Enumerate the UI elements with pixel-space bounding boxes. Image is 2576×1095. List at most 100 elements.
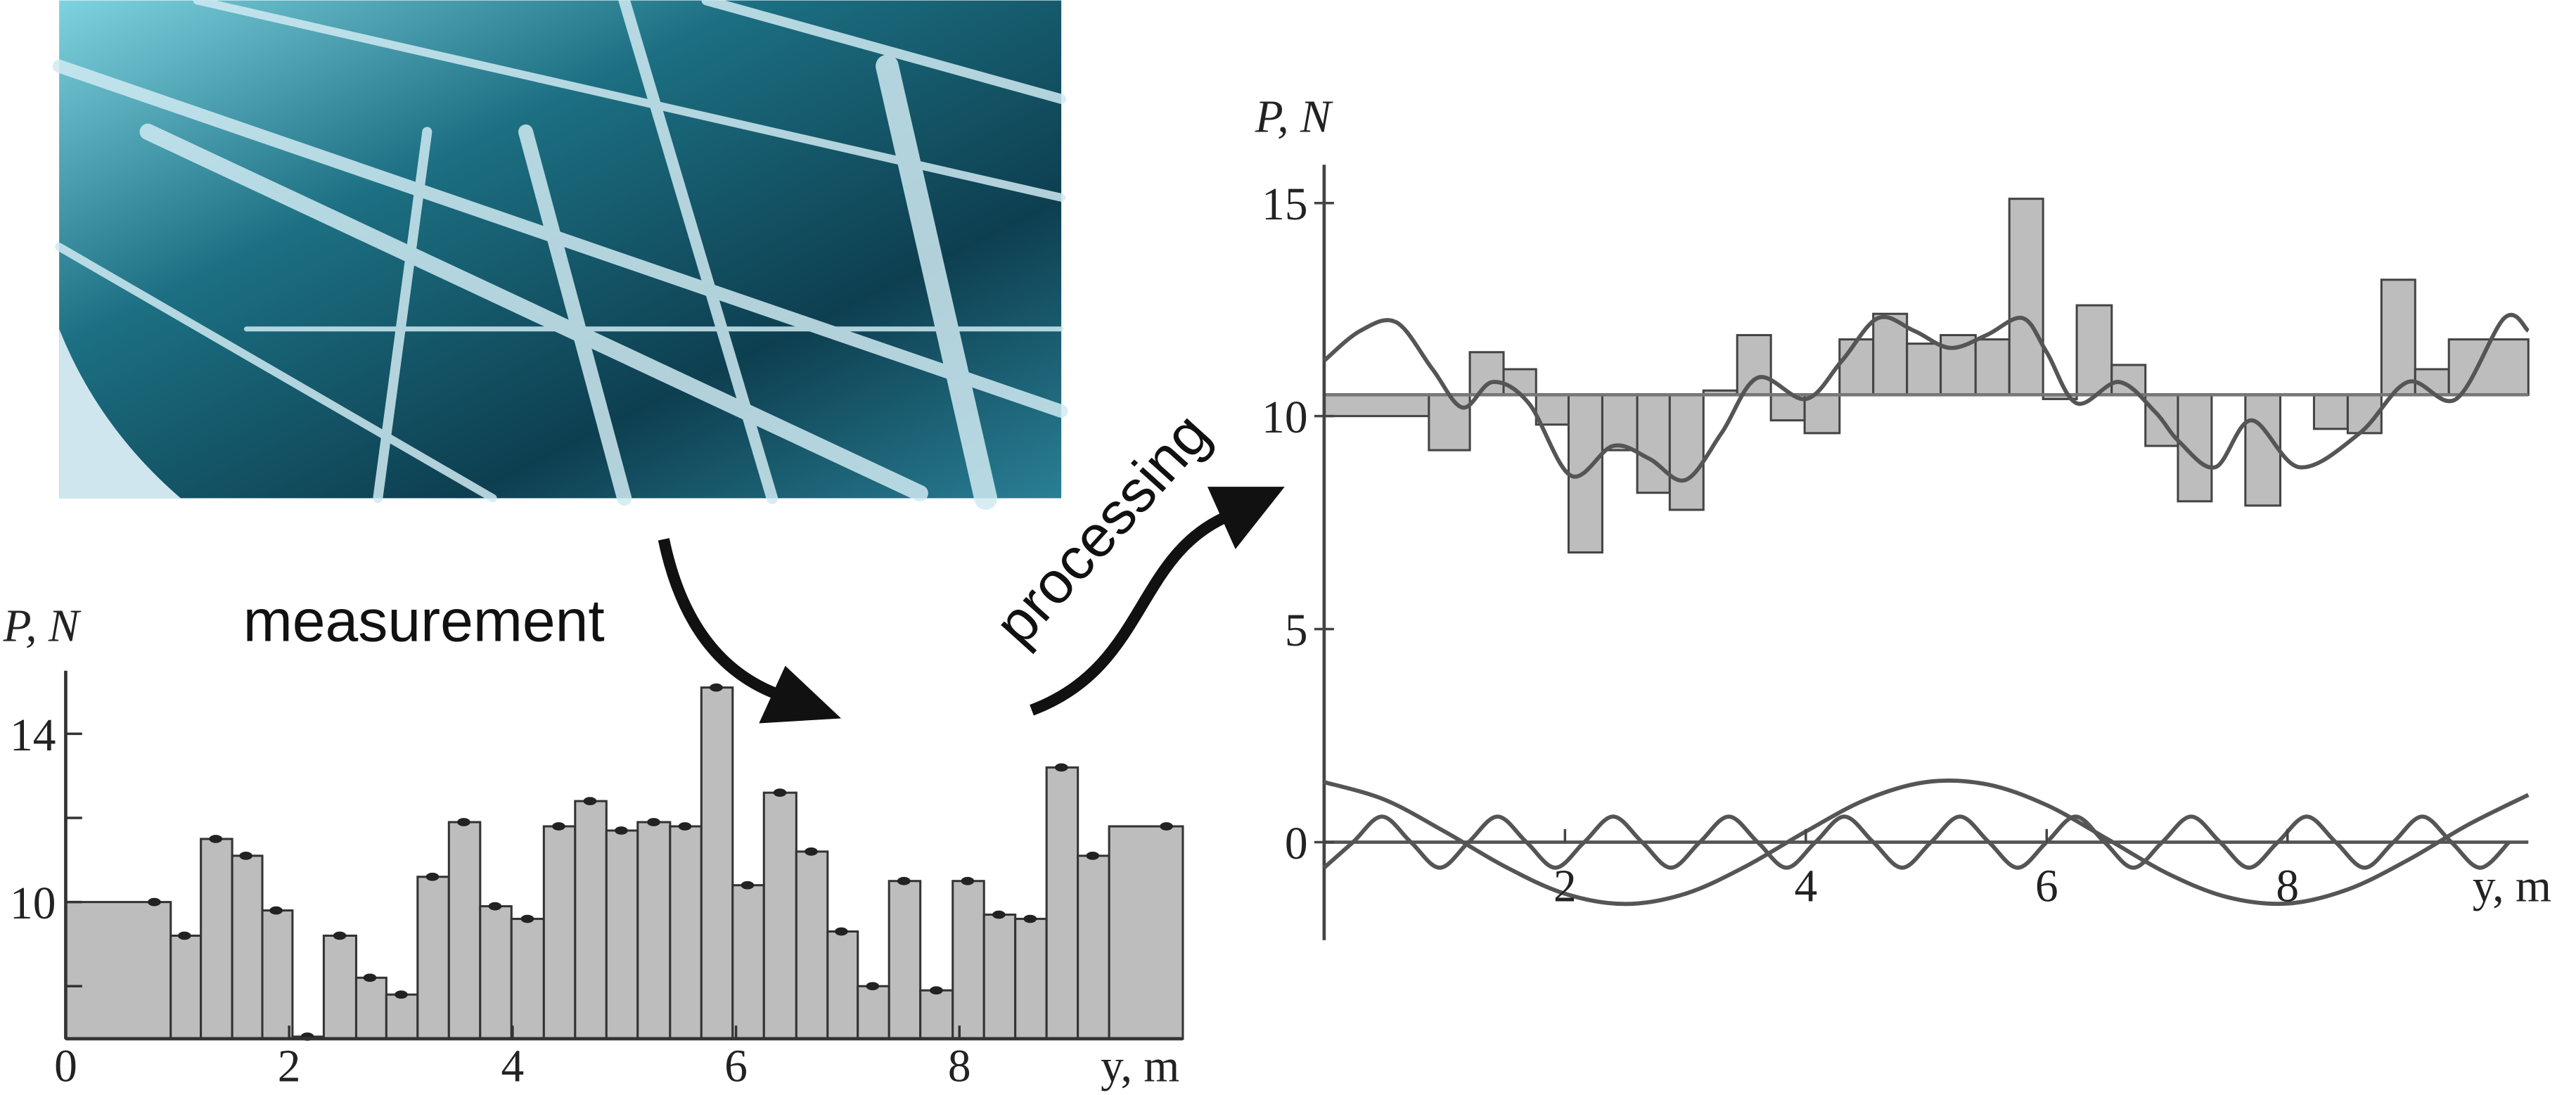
bar: [1428, 393, 1471, 452]
x-tick-label: 8: [2276, 862, 2299, 912]
curve: [1322, 814, 2511, 870]
photo-corner: [59, 328, 181, 499]
bar: [1668, 393, 1705, 511]
step-dot: [1023, 914, 1037, 923]
step-dot: [897, 876, 911, 885]
bar: [354, 976, 387, 1040]
bar: [919, 989, 954, 1040]
x-tick-label: 4: [1794, 862, 1817, 912]
bar: [826, 930, 859, 1040]
step-dot: [961, 876, 975, 885]
bar: [669, 825, 703, 1040]
step-dot: [678, 822, 692, 831]
y-tick-label: 5: [1285, 606, 1308, 656]
bar: [887, 880, 922, 1040]
bar: [700, 686, 734, 1040]
bar: [1045, 766, 1079, 1040]
bar: [2008, 198, 2044, 396]
step-dot: [1054, 763, 1068, 772]
ice-photo: [52, 0, 1068, 510]
step-dot: [425, 872, 440, 881]
bar: [2075, 304, 2113, 396]
measurement-label: measurement: [243, 588, 605, 654]
step-dot: [363, 973, 377, 982]
step-dot: [647, 818, 660, 826]
step-dot: [835, 927, 848, 936]
curve: [1322, 312, 2530, 483]
x-tick-label: 4: [501, 1042, 525, 1092]
x-tick-label: 2: [278, 1042, 301, 1092]
bar: [479, 905, 513, 1040]
bar: [385, 993, 419, 1040]
y-tick-label: 10: [1262, 392, 1307, 443]
step-dot: [457, 818, 470, 826]
y-tick-label: 10: [10, 878, 56, 929]
step-dot: [239, 852, 253, 860]
bar: [857, 985, 890, 1040]
bar: [2244, 393, 2282, 507]
bar: [1108, 825, 1184, 1040]
step-dot: [583, 797, 597, 805]
bar: [231, 854, 264, 1040]
x-tick-label: 6: [2035, 862, 2058, 912]
bar: [1906, 342, 1942, 396]
bar: [261, 909, 294, 1040]
x-axis-label: y, m: [1101, 1042, 1179, 1092]
processing-arrow: [1030, 487, 1285, 716]
arrow-head: [1207, 487, 1285, 549]
x-tick-label: 0: [54, 1042, 77, 1092]
bar: [1974, 338, 2011, 396]
bar: [2110, 364, 2147, 396]
step-dot: [177, 931, 191, 940]
bar: [574, 800, 608, 1040]
x-axis-label: y, m: [2473, 862, 2551, 912]
step-dot: [930, 986, 943, 995]
bar: [982, 914, 1017, 1040]
step-dot: [488, 902, 502, 911]
step-dot: [1160, 822, 1173, 831]
step-dot: [333, 931, 347, 940]
bar: [169, 934, 203, 1040]
y-axis-label: P, N: [3, 601, 82, 652]
step-dot: [148, 897, 161, 907]
step-dot: [805, 847, 818, 856]
step-dot: [209, 835, 223, 843]
step-dot: [773, 788, 787, 797]
bar: [1838, 338, 1875, 396]
bar: [542, 825, 577, 1040]
y-tick-label: 0: [1285, 819, 1308, 869]
step-dot: [615, 826, 628, 835]
arrow-head: [759, 665, 842, 724]
step-dot: [520, 914, 534, 923]
bar: [1601, 393, 1639, 452]
bar: [795, 850, 829, 1040]
bar: [762, 791, 797, 1040]
step-dot: [741, 881, 755, 890]
x-tick-label: 6: [724, 1042, 748, 1092]
curve: [1324, 779, 2530, 907]
step-dot: [552, 822, 565, 831]
bar: [1502, 368, 1537, 396]
bar: [64, 901, 172, 1040]
bar: [1468, 351, 1505, 396]
bar: [636, 821, 672, 1040]
step-dot: [395, 990, 408, 999]
arrow-shaft: [1030, 507, 1238, 716]
bar: [1077, 854, 1110, 1040]
step-dot: [269, 906, 283, 915]
y-tick-label: 15: [1262, 179, 1307, 230]
bar: [200, 838, 233, 1040]
bar: [510, 918, 545, 1040]
step-dot: [992, 910, 1006, 919]
bar: [2380, 278, 2416, 396]
y-tick-label: 14: [10, 710, 56, 761]
bar: [1014, 918, 1048, 1040]
arrow-shaft: [658, 538, 788, 703]
step-dot: [866, 982, 880, 991]
bar: [322, 934, 357, 1040]
bar: [416, 876, 450, 1040]
bar: [1636, 393, 1671, 494]
bar: [447, 821, 482, 1040]
